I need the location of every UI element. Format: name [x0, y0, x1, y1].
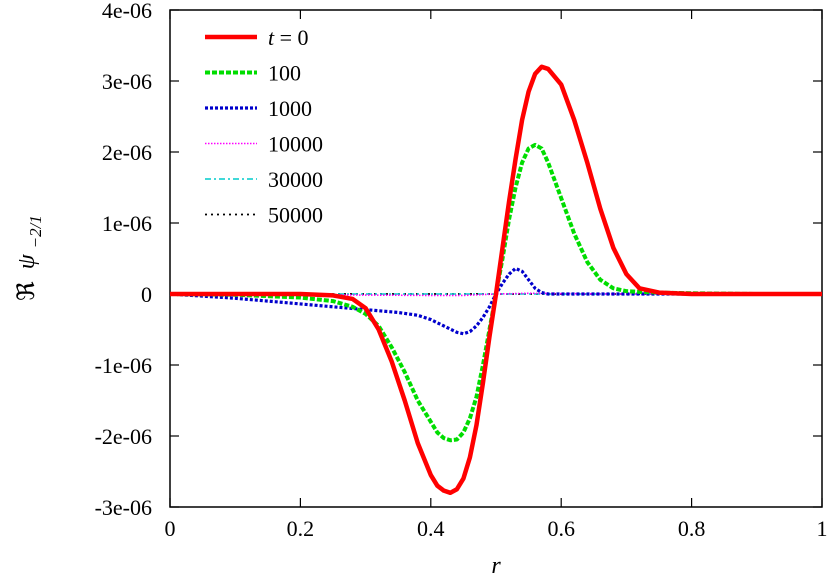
series-line-0: [170, 64, 822, 496]
y-tick-label: 1e-06: [102, 211, 152, 236]
x-tick-label: 0.6: [547, 516, 575, 541]
plot-frame: [169, 9, 823, 508]
x-tick-label: 0.4: [417, 516, 445, 541]
legend-label-50000: 50000: [268, 203, 323, 228]
y-axis-label: ℜ ψ −2/1: [14, 215, 45, 301]
axis-tick-labels: 0 0.2 0.4 0.6 0.8 1 -3e-06 -2e-06 -1e-06 0 1e-06 2e…: [95, 0, 828, 541]
legend-label-30000: 30000: [268, 167, 323, 192]
data-series: [169, 64, 822, 496]
x-tick-label: 0: [165, 516, 176, 541]
y-tick-label: 2e-06: [102, 140, 152, 165]
series-line-1000: [169, 266, 822, 336]
x-tick-label: 1: [817, 516, 828, 541]
axis-ticks: [169, 9, 823, 508]
legend-label-1000: 1000: [268, 96, 312, 121]
y-tick-label: -2e-06: [95, 424, 152, 449]
y-tick-label: -3e-06: [95, 495, 152, 520]
y-tick-label: 3e-06: [102, 69, 152, 94]
y-axis-label-prefix: ℜ: [14, 281, 40, 301]
legend: t = 0 100 1000 10000 30000 50000: [205, 25, 323, 228]
y-axis-label-subscript: −2/1: [26, 215, 45, 248]
legend-label-0: t = 0: [268, 25, 309, 50]
y-tick-label: -1e-06: [95, 353, 152, 378]
y-tick-label: 4e-06: [102, 0, 152, 23]
x-tick-label: 0.2: [287, 516, 315, 541]
y-axis-label-symbol: ψ: [14, 253, 40, 269]
x-axis-label: r: [491, 553, 501, 577]
legend-label-100: 100: [268, 61, 301, 86]
legend-label-10000: 10000: [268, 132, 323, 157]
y-tick-label: 0: [141, 282, 152, 307]
x-tick-label: 0.8: [678, 516, 706, 541]
